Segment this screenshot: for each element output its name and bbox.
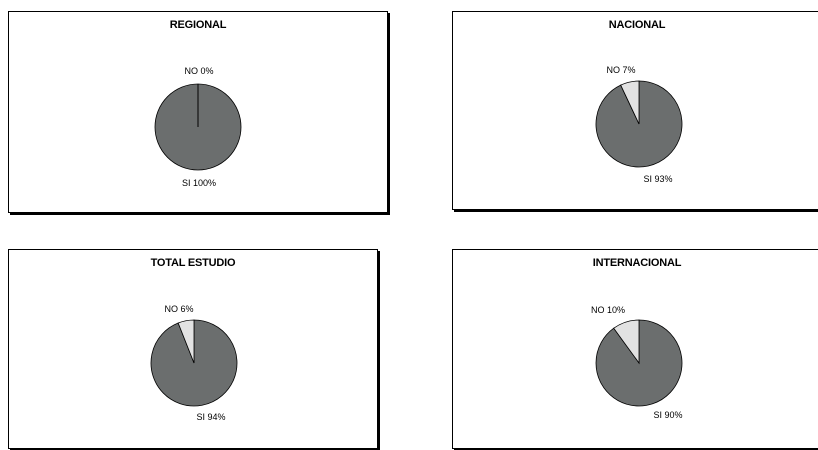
- pie-label-si: SI 93%: [643, 174, 672, 184]
- pie-internacional: NO 10% SI 90%: [591, 305, 683, 420]
- chart-panel-total-estudio: TOTAL ESTUDIO NO 6% SI 94%: [8, 249, 378, 449]
- pie-label-si: SI 94%: [196, 412, 225, 422]
- pie-slice-no: [620, 80, 640, 125]
- pie-label-no: NO 7%: [606, 65, 635, 75]
- chart-panel-nacional: NACIONAL NO 7% SI 93%: [452, 11, 818, 210]
- pie-label-no: NO 0%: [184, 66, 213, 76]
- chart-title-regional: REGIONAL: [169, 19, 227, 31]
- pie-total-estudio: NO 6% SI 94%: [150, 304, 238, 422]
- chart-panel-internacional: INTERNACIONAL NO 10% SI 90%: [452, 249, 818, 449]
- pie-label-no: NO 10%: [591, 305, 625, 315]
- chart-title-internacional: INTERNACIONAL: [592, 257, 682, 269]
- chart-title-total-estudio: TOTAL ESTUDIO: [150, 257, 236, 269]
- pie-nacional: NO 7% SI 93%: [595, 65, 683, 184]
- pie-label-no: NO 6%: [164, 304, 193, 314]
- pie-regional: NO 0% SI 100%: [154, 66, 242, 188]
- pie-slice-no: [177, 319, 195, 364]
- chart-title-nacional: NACIONAL: [608, 19, 666, 31]
- pie-label-si: SI 90%: [653, 410, 682, 420]
- pie-slice-no: [613, 319, 640, 365]
- pie-label-si: SI 100%: [182, 178, 216, 188]
- chart-panel-regional: REGIONAL NO 0% SI 100%: [8, 11, 388, 213]
